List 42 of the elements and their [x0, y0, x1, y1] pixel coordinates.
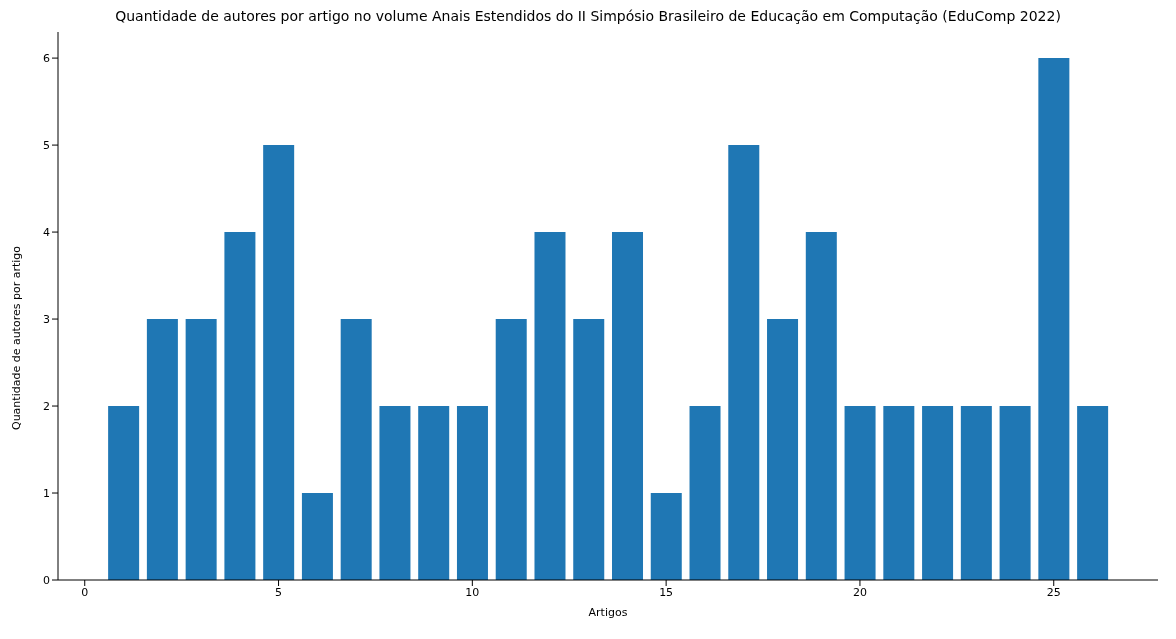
- x-tick-label: 0: [81, 585, 89, 599]
- bar: [534, 232, 566, 580]
- bar: [999, 406, 1031, 580]
- bar: [728, 145, 760, 580]
- bar: [960, 406, 992, 580]
- bar: [108, 406, 140, 580]
- bar: [805, 232, 837, 580]
- bar: [612, 232, 644, 580]
- bar: [185, 319, 217, 580]
- bar: [263, 145, 295, 580]
- x-axis-title: Artigos: [588, 606, 628, 619]
- x-tick-label: 20: [852, 585, 867, 599]
- bar: [883, 406, 915, 580]
- chart-title: Quantidade de autores por artigo no volume Anais Estendidos do II Simpósio Brasileiro de Educação em Computação (EduComp 2022): [114, 8, 1062, 26]
- bar: [301, 493, 333, 580]
- bar: [379, 406, 411, 580]
- bar: [922, 406, 954, 580]
- bar: [689, 406, 721, 580]
- y-tick-label: 4: [43, 225, 50, 239]
- y-tick-label: 0: [43, 573, 50, 587]
- bar: [844, 406, 876, 580]
- bar: [1038, 58, 1070, 580]
- y-tick-label: 6: [43, 52, 50, 65]
- x-tick-label: 25: [1046, 585, 1061, 599]
- bar: [224, 232, 256, 580]
- bar: [573, 319, 605, 580]
- y-tick-label: 5: [43, 138, 50, 152]
- y-tick-label: 2: [43, 399, 50, 413]
- bar: [650, 493, 682, 580]
- bar: [146, 319, 178, 580]
- bar: [418, 406, 450, 580]
- y-tick-label: 3: [43, 312, 50, 326]
- y-axis-title: Quantidade de autores por artigo: [9, 245, 23, 431]
- bar: [495, 319, 527, 580]
- bar: [340, 319, 372, 580]
- x-tick-label: 5: [275, 585, 283, 599]
- bar: [767, 319, 799, 580]
- x-tick-label: 15: [659, 585, 674, 599]
- bar: [1077, 406, 1109, 580]
- y-tick-label: 1: [43, 486, 50, 500]
- bar: [456, 406, 488, 580]
- x-tick-label: 10: [465, 585, 480, 599]
